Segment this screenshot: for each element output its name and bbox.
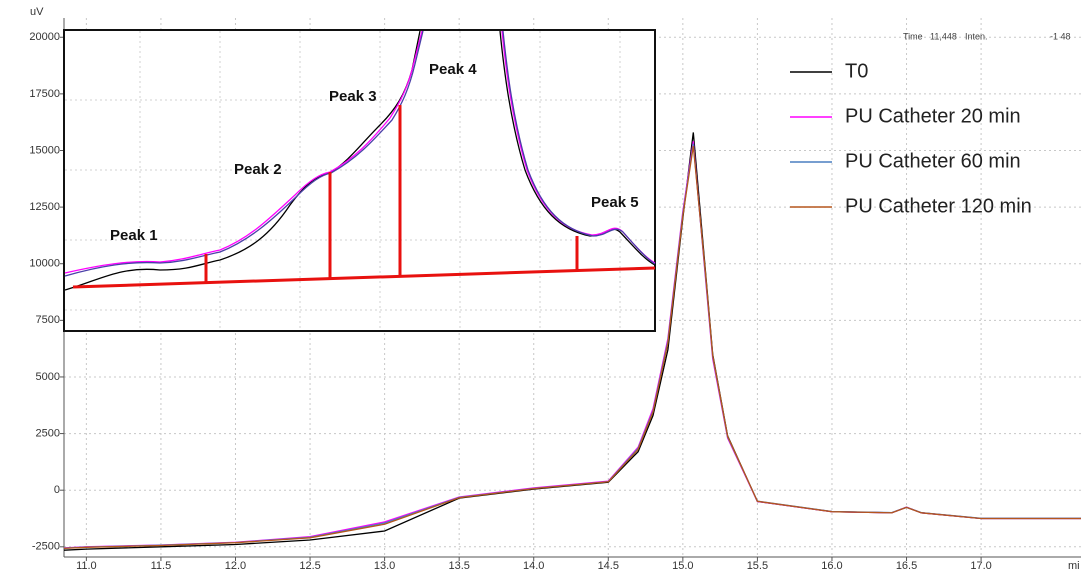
series-line — [63, 145, 1081, 550]
x-axis-label: mi — [1068, 560, 1080, 572]
grid: -2500 0 2500 5000 7500 10000 12500 15000 17500 20… — [29, 18, 1081, 572]
x-tick-label: 13.5 — [448, 560, 469, 572]
y-tick-label: 15000 — [29, 144, 60, 156]
x-tick-label: 16.0 — [821, 560, 842, 572]
y-tick-label: 20000 — [29, 31, 60, 43]
y-tick-label: -2500 — [32, 541, 60, 553]
x-tick-label: 14.0 — [523, 560, 544, 572]
header-text: Inten. — [965, 31, 988, 41]
y-tick-label: 2500 — [36, 427, 60, 439]
x-tick-label: 16.5 — [896, 560, 917, 572]
y-tick-label: 12500 — [29, 201, 60, 213]
peak-label: Peak 3 — [329, 88, 377, 105]
x-tick-label: 14.5 — [598, 560, 619, 572]
y-tick-label: 0 — [54, 484, 60, 496]
x-tick-label: 12.5 — [299, 560, 320, 572]
y-tick-label: 10000 — [29, 258, 60, 270]
legend-label: PU Catheter 20 min — [845, 105, 1021, 127]
y-tick-label: 17500 — [29, 88, 60, 100]
x-tick-label: 13.0 — [374, 560, 395, 572]
peak-label: Peak 5 — [591, 194, 639, 211]
x-tick-label: 15.0 — [672, 560, 693, 572]
peak-label: Peak 2 — [234, 161, 282, 178]
legend-label: PU Catheter 60 min — [845, 150, 1021, 172]
legend: T0 PU Catheter 20 min PU Catheter 60 min PU… — [790, 60, 1032, 217]
header-text: Time — [903, 31, 923, 41]
inset: Peak 1 Peak 2 Peak 3 Peak 4 Peak 5 — [63, 29, 656, 332]
lines — [63, 132, 1081, 551]
peak-label: Peak 1 — [110, 227, 158, 244]
header-text: 11,448 — [930, 31, 957, 41]
x-tick-label: 12.0 — [225, 560, 246, 572]
peak-label: Peak 4 — [429, 61, 477, 78]
header-text: -1 48 — [1050, 31, 1071, 41]
x-tick-label: 17.0 — [970, 560, 991, 572]
inset-baseline — [72, 105, 656, 289]
y-tick-label: 7500 — [36, 314, 60, 326]
inset-curves — [64, 30, 656, 291]
legend-label: PU Catheter 120 min — [845, 195, 1032, 217]
x-tick-label: 11.0 — [76, 560, 97, 572]
y-axis-label: uV — [30, 6, 44, 18]
header: Time 11,448 Inten. -1 48 — [903, 31, 1071, 41]
inset-grid — [65, 31, 654, 330]
x-tick-label: 11.5 — [151, 560, 172, 572]
inset-frame — [63, 29, 656, 332]
x-tick-label: 15.5 — [747, 560, 768, 572]
legend-label: T0 — [845, 60, 868, 82]
y-tick-label: 5000 — [36, 371, 60, 383]
